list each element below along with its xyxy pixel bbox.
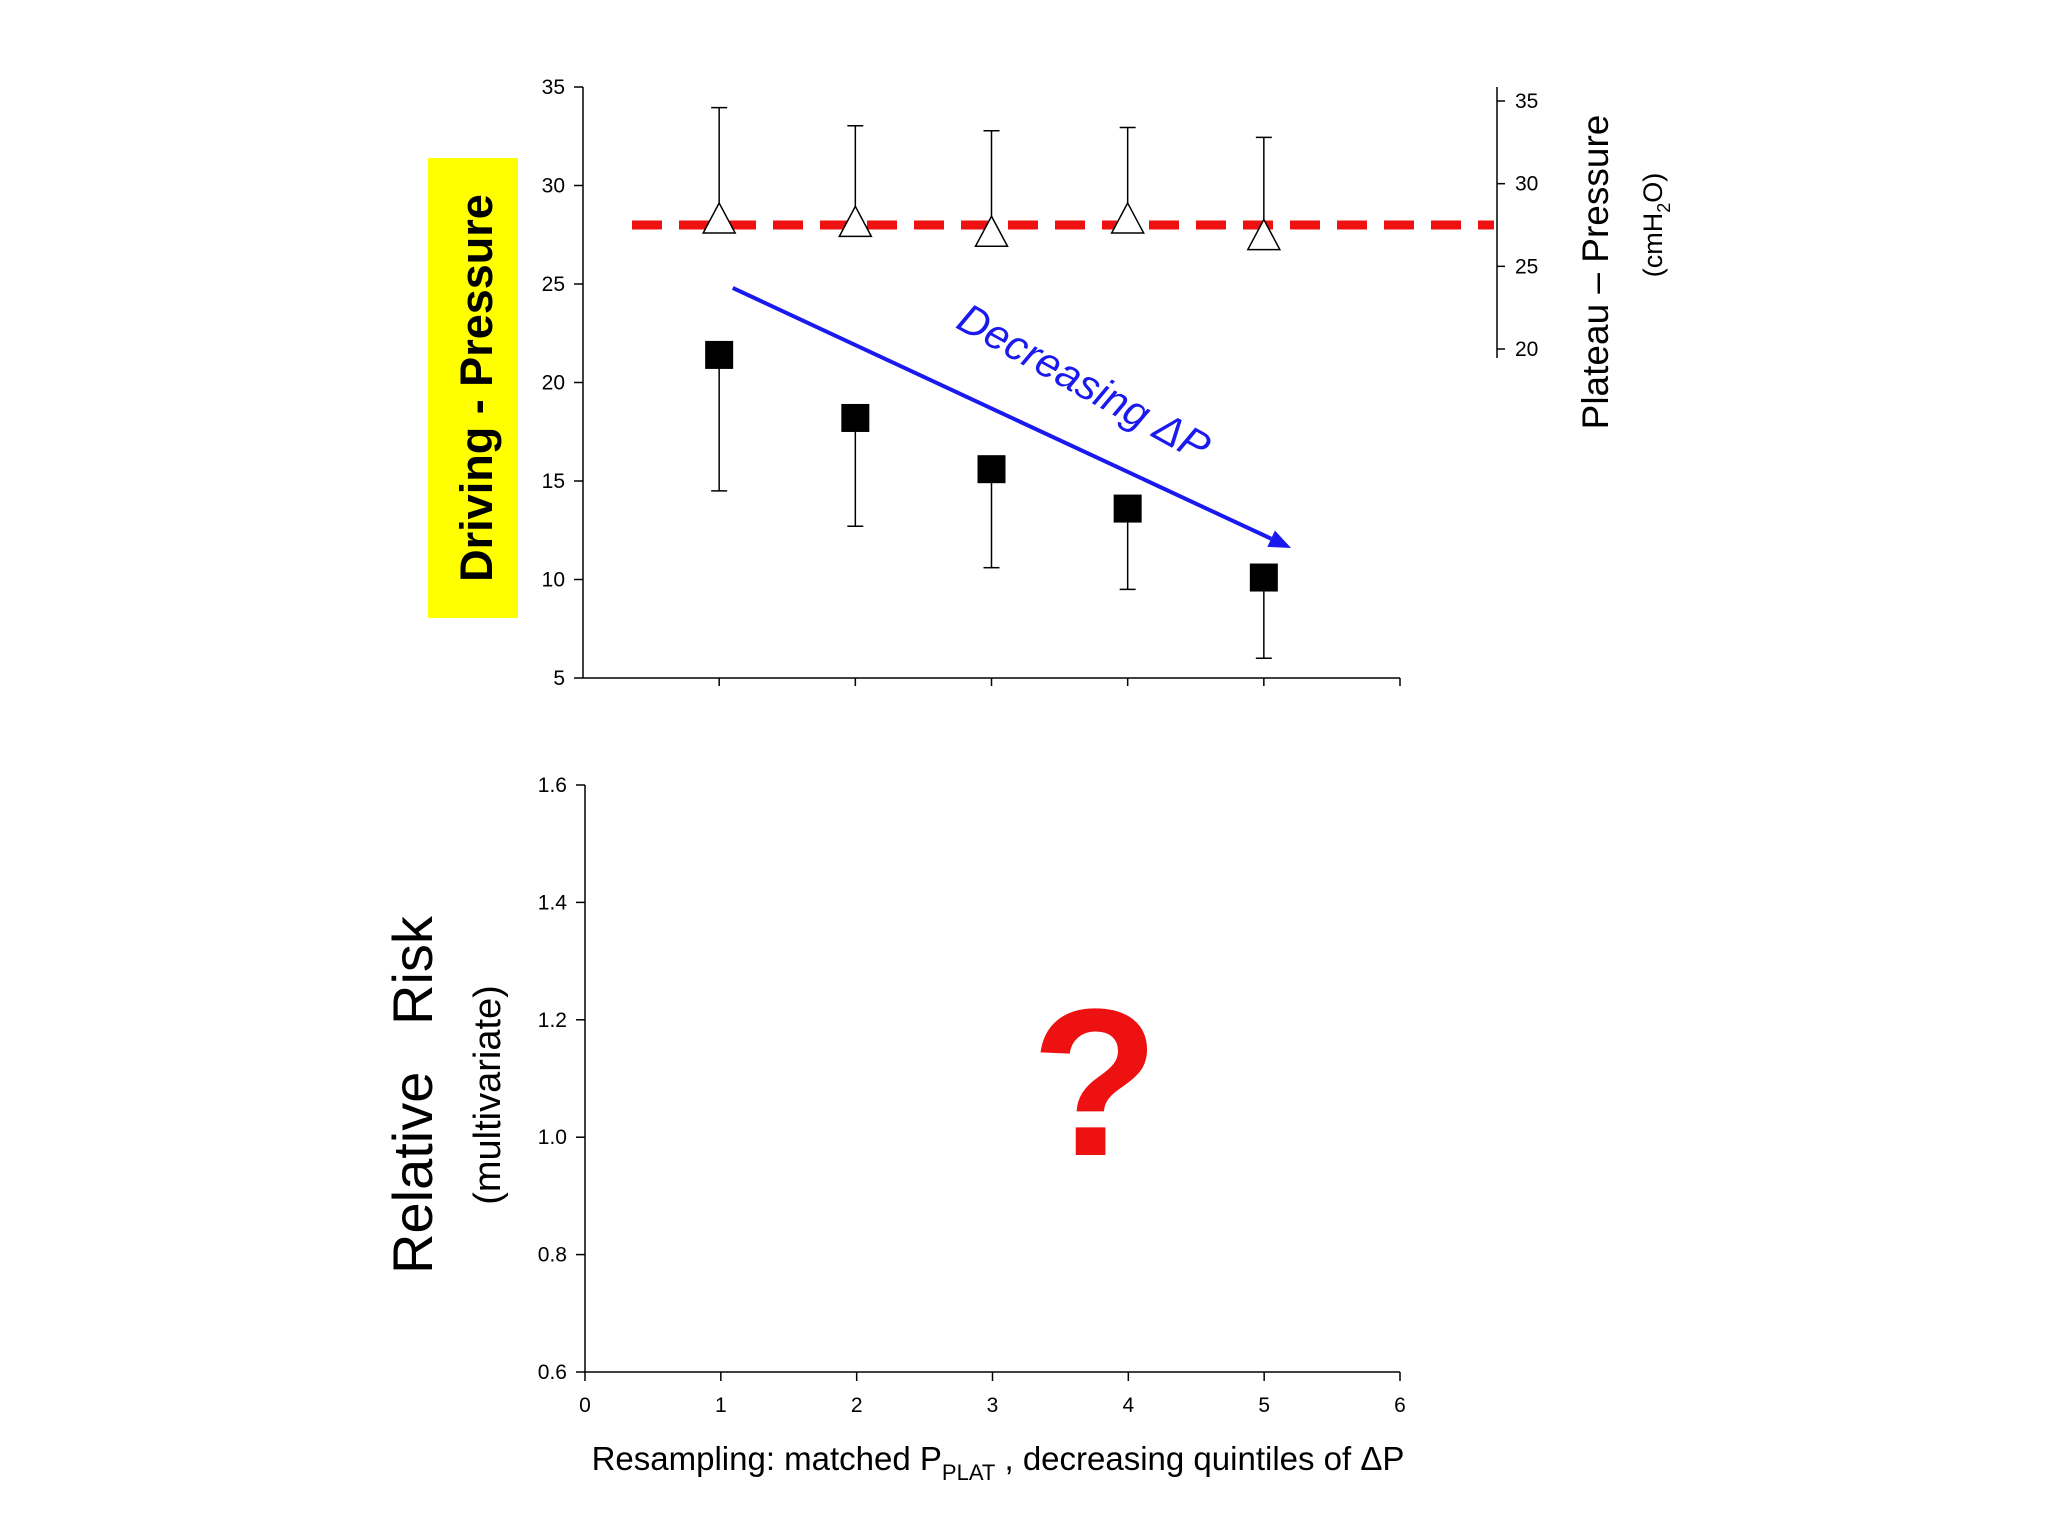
triangle-point xyxy=(701,201,737,234)
unit-prefix: (cmH xyxy=(1638,213,1668,277)
unit-suffix: O) xyxy=(1638,173,1668,203)
square-point xyxy=(1113,494,1142,523)
y-tick-label: 0.8 xyxy=(538,1244,567,1267)
xlabel-prefix: Resampling: matched P xyxy=(592,1440,942,1477)
xlabel-suffix: , decreasing quintiles of ΔP xyxy=(995,1440,1404,1477)
right-axis-tick-label: 35 xyxy=(1515,90,1538,113)
y-axis-label: Driving - Pressure xyxy=(451,194,502,582)
top-marks xyxy=(632,106,1494,660)
square-point xyxy=(1249,563,1278,592)
y-tick-label: 20 xyxy=(542,372,565,395)
y-tick-label: 0.6 xyxy=(538,1361,567,1384)
trend-arrow-line xyxy=(731,286,1272,541)
x-tick-label: 0 xyxy=(579,1394,591,1417)
right-axis-tick-label: 30 xyxy=(1515,173,1538,196)
unit-subscript: 2 xyxy=(1654,203,1674,213)
triangle-point xyxy=(838,204,873,238)
x-tick-label: 4 xyxy=(1122,1394,1134,1417)
y-axis-sublabel: (multivariate) xyxy=(467,985,509,1205)
driving-pressure-chart: Driving - Pressure 5 10 15 20 25 30 35 20 25 30 35… xyxy=(428,76,1674,690)
y-tick-label: 1.6 xyxy=(538,774,567,797)
relative-risk-chart: Relative Risk (multivariate) 0.6 0.8 1.0 1.… xyxy=(381,774,1406,1485)
right-axis-tick-label: 20 xyxy=(1515,338,1538,361)
y-tick-label: 10 xyxy=(542,569,565,592)
y-tick-label: 25 xyxy=(542,273,565,296)
top-axes: 5 10 15 20 25 30 35 20 25 30 35 xyxy=(542,76,1539,690)
x-axis-label: Resampling: matched PPLAT , decreasing q… xyxy=(592,1440,1405,1485)
y-tick-label: 30 xyxy=(542,175,565,198)
x-tick-label: 2 xyxy=(851,1394,863,1417)
x-tick-label: 6 xyxy=(1394,1394,1406,1417)
y-tick-label: 1.0 xyxy=(538,1126,567,1149)
trend-annotation: Decreasing ΔP xyxy=(950,294,1218,471)
triangle-point xyxy=(974,214,1009,248)
y-axis-label-highlight xyxy=(428,158,518,618)
triangle-point xyxy=(1110,201,1145,234)
x-tick-label: 5 xyxy=(1258,1394,1270,1417)
triangle-point xyxy=(1246,217,1282,251)
y-axis-label: Relative Risk xyxy=(381,915,444,1274)
y-tick-label: 15 xyxy=(542,470,565,493)
right-axis-tick-label: 25 xyxy=(1515,255,1538,278)
trend-arrow-head xyxy=(1267,530,1292,548)
y-tick-label: 5 xyxy=(553,667,565,690)
x-tick-label: 1 xyxy=(715,1394,727,1417)
bottom-axes: 0.6 0.8 1.0 1.2 1.4 1.6 0 1 2 3 4 5 6 xyxy=(538,774,1406,1417)
question-mark-annotation: ? xyxy=(1031,965,1159,1200)
y-tick-label: 1.2 xyxy=(538,1009,567,1032)
right-axis-unit: (cmH2O) xyxy=(1638,173,1674,278)
square-point xyxy=(977,455,1006,484)
right-axis-label: Plateau – Pressure xyxy=(1575,115,1616,430)
y-tick-label: 1.4 xyxy=(538,891,568,914)
x-tick-label: 3 xyxy=(987,1394,999,1417)
y-tick-label: 35 xyxy=(542,76,565,99)
xlabel-subscript: PLAT xyxy=(942,1460,995,1485)
square-point xyxy=(841,403,870,432)
square-point xyxy=(705,340,734,369)
